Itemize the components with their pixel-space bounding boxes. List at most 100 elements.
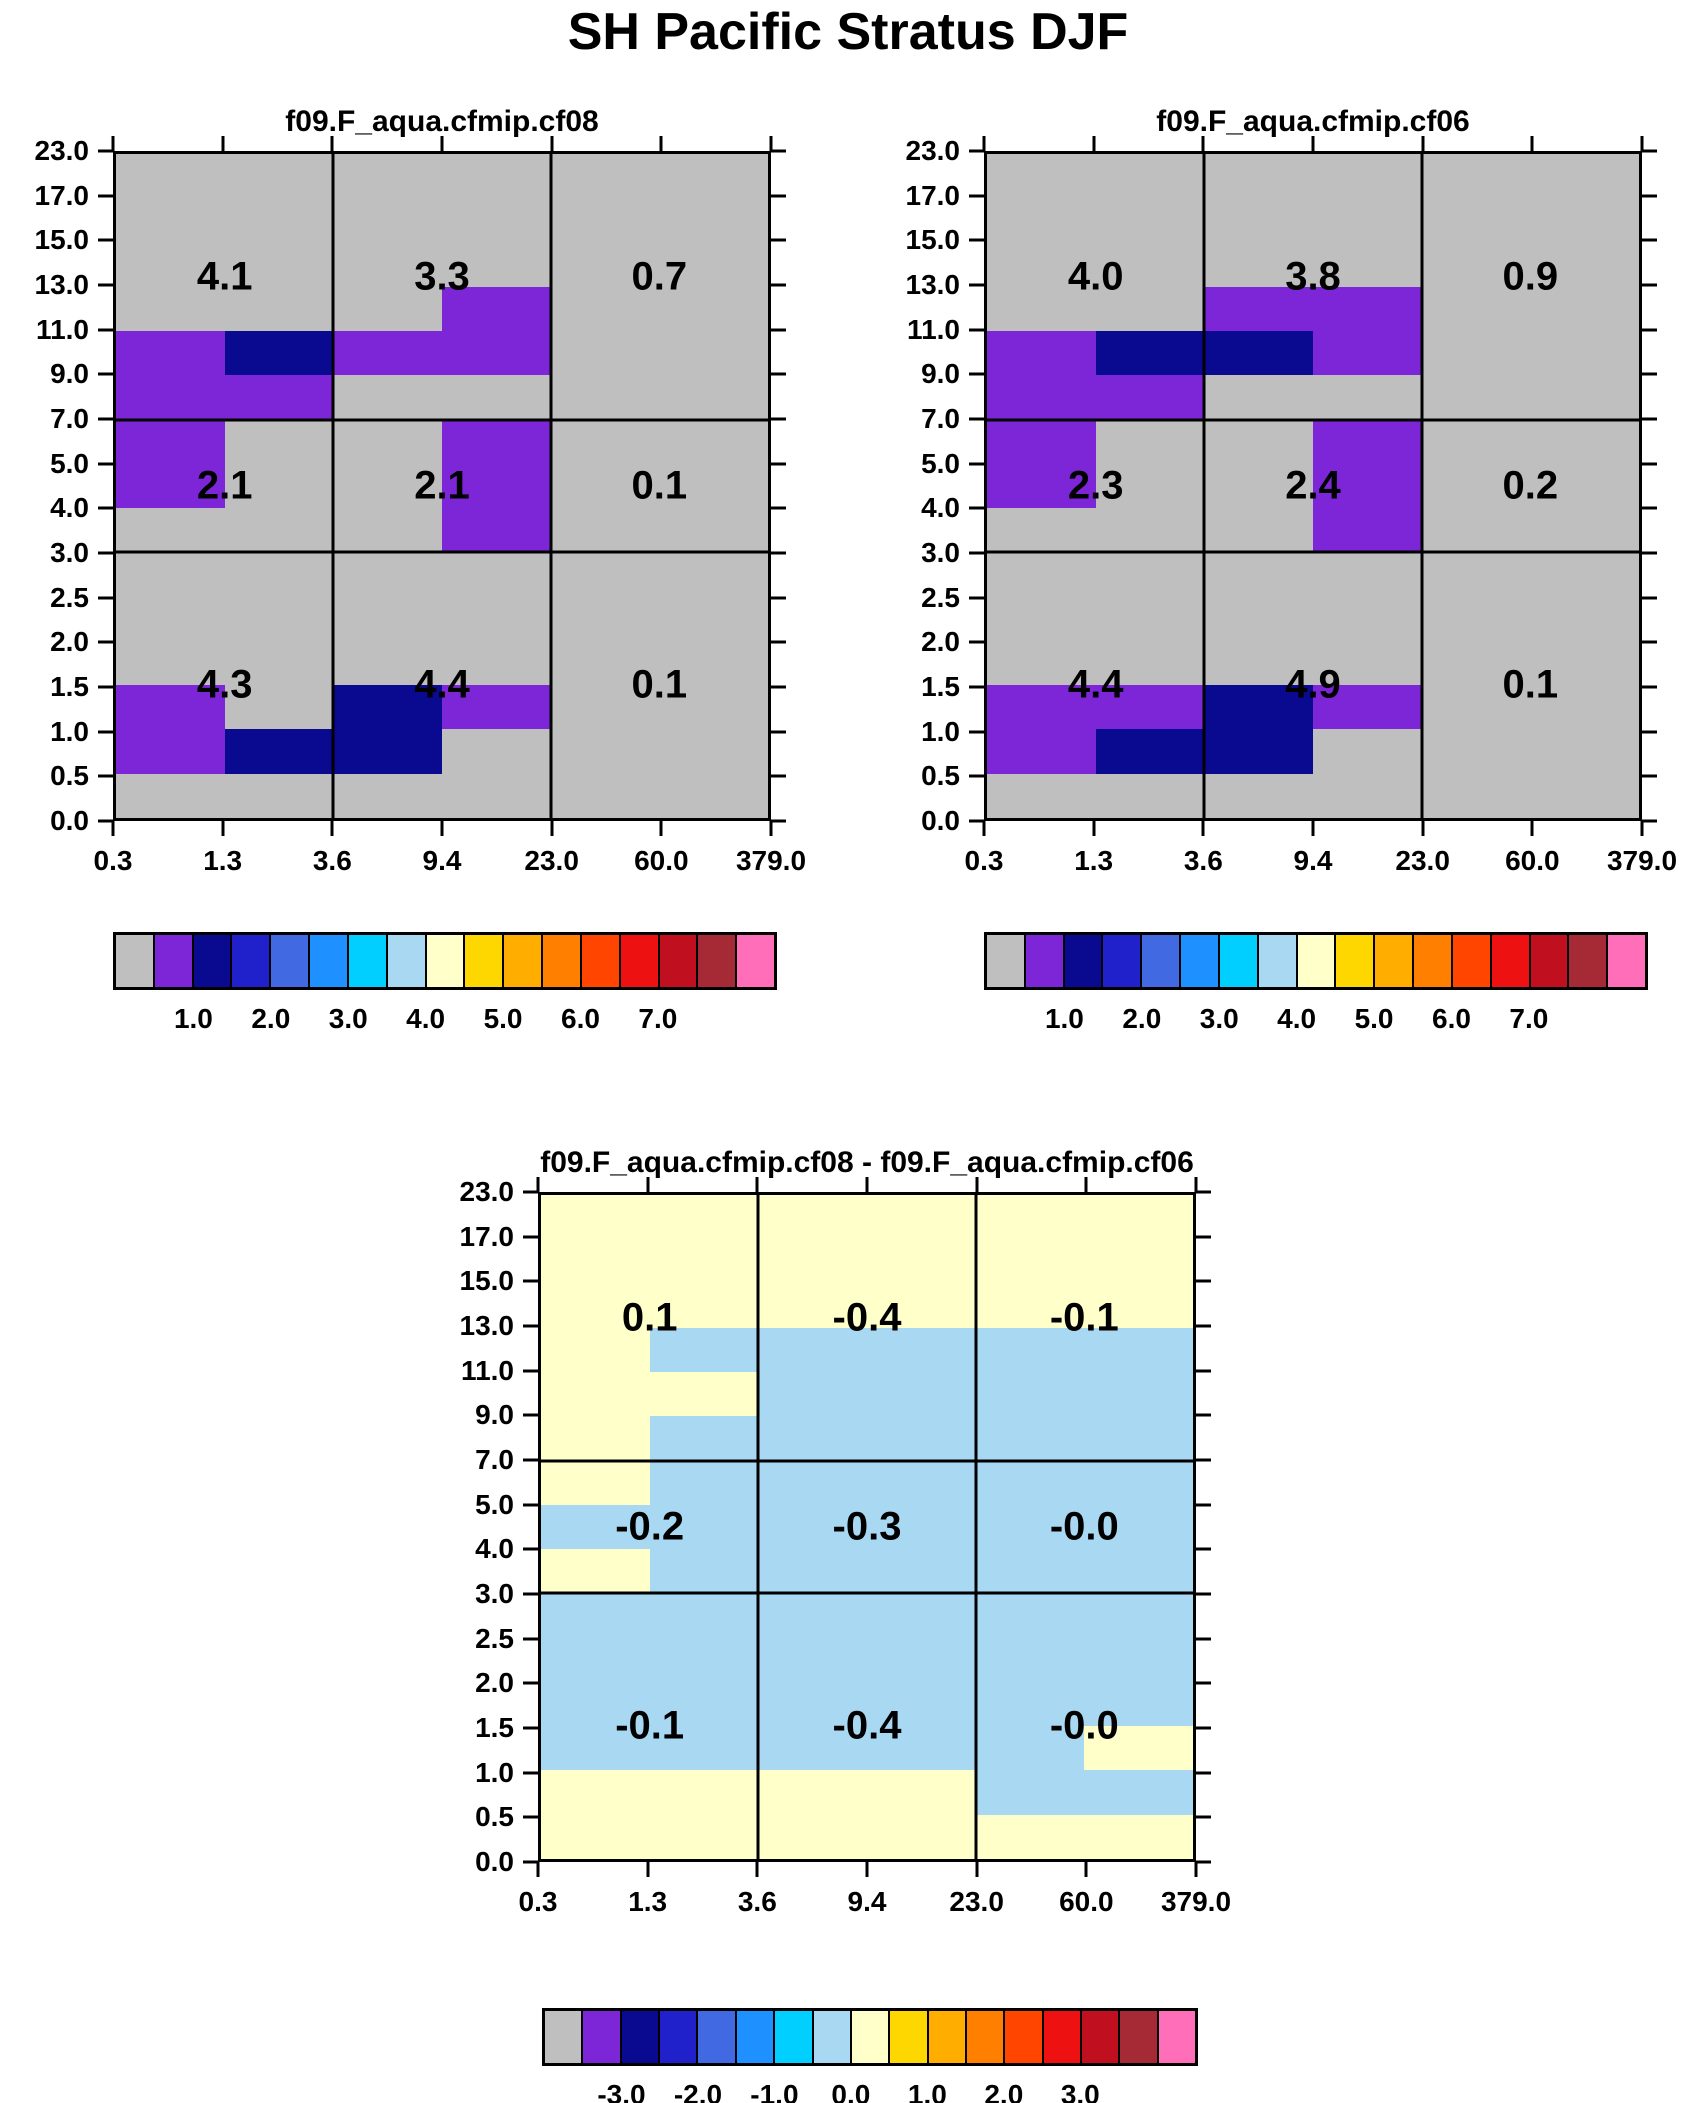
axis-tick [1642, 238, 1657, 242]
heatmap-cell-pale-blue [975, 1770, 1085, 1815]
heatmap-cell-purple [1313, 331, 1422, 376]
colorbar-label: -1.0 [750, 2079, 799, 2103]
heatmap-cell-pale-blue [649, 1637, 759, 1682]
region-value: 4.0 [1067, 254, 1124, 299]
region-value: 0.1 [631, 662, 688, 707]
heatmap-cell-pale-blue [975, 1726, 1085, 1771]
region-value: 0.1 [631, 463, 688, 508]
axis-tick [550, 821, 554, 836]
y-tick-label: 13.0 [905, 269, 961, 300]
y-tick-label: 3.0 [475, 1578, 514, 1609]
heatmap-cell-pale-blue [541, 1593, 650, 1638]
colorbar-label: 4.0 [406, 1003, 446, 1034]
colorbar-box [308, 935, 347, 987]
colorbar-box [1412, 935, 1451, 987]
colorbar-box [811, 2011, 850, 2063]
y-tick-label: 9.0 [50, 358, 89, 390]
y-tick-label: 13.0 [34, 269, 90, 300]
axis-tick [523, 1592, 538, 1596]
colorbar-label: 3.0 [1199, 1003, 1239, 1034]
heatmap-cell-purple [1313, 508, 1422, 553]
region-divider [541, 1591, 1193, 1595]
axis-tick [969, 819, 984, 823]
heatmap-cell-purple [116, 729, 225, 774]
axis-tick [771, 730, 786, 734]
axis-tick [1421, 136, 1425, 151]
heatmap-plot: 4.0 3.8 0.9 2.3 2.4 0.2 4.4 4.9 0.1 [984, 151, 1642, 821]
x-tick-label: 60.0 [634, 845, 689, 876]
axis-tick [440, 136, 444, 151]
axis-tick [1196, 1503, 1211, 1507]
y-tick-label: 7.0 [50, 403, 89, 434]
heatmap-cell-dark-navy [333, 685, 442, 730]
region-value: -0.3 [832, 1504, 902, 1549]
axis-tick [1196, 1681, 1211, 1685]
heatmap-cell-purple [116, 331, 225, 376]
colorbar-box [1062, 935, 1102, 987]
colorbar-box [1041, 2011, 1081, 2063]
x-tick-label: 9.4 [1293, 845, 1333, 876]
heatmap-cell-pale-blue [541, 1504, 650, 1550]
axis-tick [1201, 136, 1205, 151]
heatmap-cell-pale-blue [649, 1681, 759, 1727]
axis-tick [771, 328, 786, 332]
colorbar-label: 1.0 [907, 2079, 947, 2103]
heatmap-cell-pale-blue [867, 1460, 976, 1505]
region-value: 0.1 [1502, 662, 1559, 707]
axis-tick [98, 596, 113, 600]
y-tick-label: 4.0 [475, 1533, 514, 1565]
heatmap-cell-pale-blue [758, 1460, 867, 1505]
heatmap-cell-pale-blue [1084, 1681, 1193, 1727]
region-value: 2.1 [414, 463, 470, 508]
axis-tick [865, 1177, 869, 1192]
colorbar-box [579, 935, 619, 987]
heatmap-cell-pale-blue [867, 1372, 976, 1417]
y-tick-label: 3.0 [921, 537, 960, 568]
axis-tick [523, 1637, 538, 1641]
y-tick-label: 0.0 [475, 1846, 514, 1877]
axis-tick [1642, 149, 1657, 153]
region-value: 3.8 [1285, 254, 1341, 299]
colorbar-box [1179, 935, 1218, 987]
heatmap-cell-pale-blue [758, 1726, 867, 1771]
axis-tick [1642, 730, 1657, 734]
region-value: 0.1 [621, 1295, 678, 1340]
axis-tick [1642, 685, 1657, 689]
heatmap-cell-pale-blue [758, 1504, 867, 1550]
colorbar-box [1295, 935, 1335, 987]
heatmap-cell-purple [987, 729, 1096, 774]
heatmap-cell-pale-blue [975, 1416, 1085, 1461]
y-tick-label: 15.0 [905, 224, 961, 256]
heatmap-cell-pale-blue [867, 1327, 976, 1373]
axis-tick [1196, 1413, 1211, 1417]
x-tick-label: 0.3 [93, 845, 133, 876]
x-tick-label: 9.4 [422, 845, 462, 876]
axis-tick [1311, 821, 1315, 836]
heatmap-cell-pale-blue [649, 1460, 759, 1505]
heatmap-cell-purple [442, 685, 551, 730]
axis-tick [1642, 774, 1657, 778]
heatmap-cell-pale-blue [1084, 1327, 1193, 1373]
heatmap-cell-purple [442, 331, 551, 376]
y-tick-label: 1.5 [475, 1712, 514, 1743]
axis-tick [1642, 194, 1657, 198]
axis-tick [523, 1681, 538, 1685]
axis-tick [969, 372, 984, 376]
axis-tick [1196, 1324, 1211, 1328]
axis-tick [1196, 1637, 1211, 1641]
axis-tick [1092, 821, 1096, 836]
axis-tick [1196, 1726, 1211, 1730]
axis-tick [1084, 1862, 1088, 1877]
heatmap-cell-purple [987, 463, 1096, 509]
panel-title: f09.F_aqua.cfmip.cf06 [1156, 105, 1470, 138]
axis-tick [969, 238, 984, 242]
heatmap-cell-pale-blue [1084, 1593, 1193, 1638]
axis-tick [523, 1503, 538, 1507]
y-tick-label: 23.0 [34, 135, 90, 166]
axis-tick [98, 819, 113, 823]
axis-tick [1196, 1279, 1211, 1283]
heatmap-cell-pale-blue [1084, 1372, 1193, 1417]
region-value: 0.9 [1502, 254, 1559, 299]
axis-tick [1092, 136, 1096, 151]
axis-tick [440, 821, 444, 836]
